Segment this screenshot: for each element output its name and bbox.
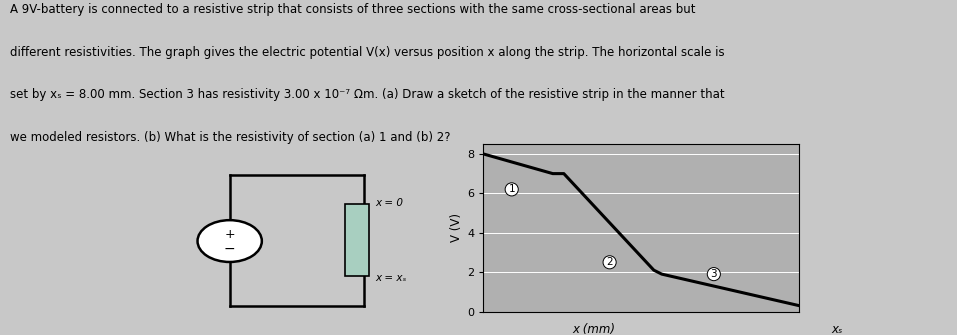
Y-axis label: V (V): V (V) bbox=[450, 213, 463, 242]
Text: x = 0: x = 0 bbox=[376, 198, 404, 208]
Circle shape bbox=[197, 220, 262, 262]
Text: −: − bbox=[224, 242, 235, 256]
Text: xₛ: xₛ bbox=[832, 323, 843, 335]
Text: we modeled resistors. (b) What is the resistivity of section (a) 1 and (b) 2?: we modeled resistors. (b) What is the re… bbox=[10, 131, 450, 144]
Text: different resistivities. The graph gives the electric potential V(x) versus posi: different resistivities. The graph gives… bbox=[10, 46, 724, 59]
Text: +: + bbox=[224, 228, 235, 241]
Text: x = xₛ: x = xₛ bbox=[376, 273, 407, 283]
Text: A 9V-battery is connected to a resistive strip that consists of three sections w: A 9V-battery is connected to a resistive… bbox=[10, 3, 695, 16]
Text: set by xₛ = 8.00 mm. Section 3 has resistivity 3.00 x 10⁻⁷ Ωm. (a) Draw a sketch: set by xₛ = 8.00 mm. Section 3 has resis… bbox=[10, 88, 724, 102]
Text: 3: 3 bbox=[710, 269, 717, 279]
Bar bbox=[345, 204, 369, 276]
Text: 2: 2 bbox=[607, 257, 612, 267]
Text: x (mm): x (mm) bbox=[572, 323, 615, 335]
Text: 1: 1 bbox=[508, 184, 515, 194]
